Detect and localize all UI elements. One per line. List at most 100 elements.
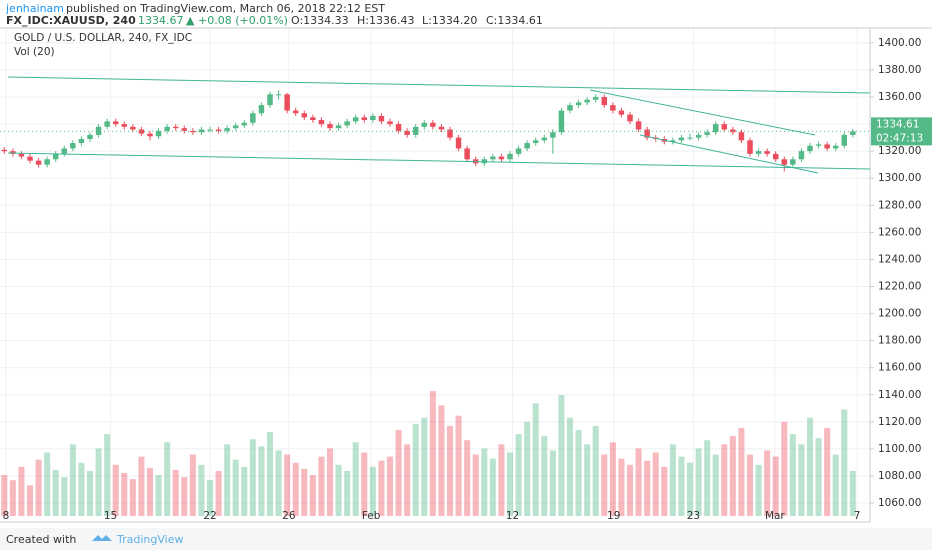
candle-body <box>284 94 290 111</box>
volume-bar <box>429 391 436 516</box>
candle-body <box>138 129 145 134</box>
volume-bar <box>387 456 393 516</box>
candle-body <box>412 126 419 135</box>
candle-body <box>198 129 205 133</box>
volume-bar <box>61 477 68 516</box>
candle-body <box>730 129 736 133</box>
candle-body <box>78 138 85 144</box>
candle-body <box>387 121 393 125</box>
volume-bar <box>249 439 256 516</box>
y-tick-label: 1220.00 <box>878 281 921 293</box>
candle-body <box>61 148 68 154</box>
volume-bar <box>764 450 771 516</box>
volume-bar <box>395 429 402 516</box>
candle-body <box>670 140 676 142</box>
volume-bar <box>378 460 385 516</box>
candle-body <box>164 126 170 131</box>
volume-bar <box>841 409 848 516</box>
volume-bar <box>129 479 136 516</box>
candle-body <box>87 134 93 139</box>
volume-bar <box>695 448 702 516</box>
volume-bar <box>232 459 239 516</box>
candle-body <box>10 151 16 154</box>
low: L:1334.20 <box>422 14 477 27</box>
volume-bar <box>69 444 76 516</box>
candle-body <box>121 124 128 127</box>
candle-body <box>584 99 590 103</box>
candle-body <box>27 156 33 161</box>
y-tick-label: 1160.00 <box>878 362 921 374</box>
symbol: FX_IDC:XAUUSD, 240 <box>6 14 136 27</box>
volume-bar <box>438 405 445 516</box>
candle-body <box>267 94 273 106</box>
volume-bar <box>798 444 805 516</box>
volume-bar <box>755 464 762 516</box>
volume-bar <box>284 454 291 516</box>
channel-bottom <box>7 152 871 170</box>
volume-bar <box>721 444 728 516</box>
candle-body <box>644 129 650 138</box>
candle-body <box>824 144 830 149</box>
candle-body <box>507 153 513 160</box>
logo <box>92 535 112 541</box>
open: O:1334.33 <box>291 14 349 27</box>
volume-bar <box>815 438 822 516</box>
volume-bar <box>669 444 676 516</box>
y-tick-label: 1200.00 <box>878 308 921 320</box>
arrow: ▲ <box>186 14 195 27</box>
candle-body <box>781 159 788 165</box>
volume-bar <box>772 456 779 516</box>
volume-bar <box>207 480 213 516</box>
candle-body <box>35 160 42 165</box>
author[interactable]: jenhainam <box>5 2 64 15</box>
wedge-top <box>589 89 816 136</box>
candle-body <box>610 105 616 111</box>
candle-body <box>112 121 119 125</box>
volume-bar <box>292 462 299 516</box>
candle-body <box>395 124 402 131</box>
candle-body <box>172 126 179 129</box>
candle-body <box>232 125 239 129</box>
y-tick-label: 1080.00 <box>878 470 921 482</box>
wedge-bottom <box>639 134 819 174</box>
volume-bar <box>121 472 128 516</box>
volume-bar <box>541 436 548 516</box>
last-price-box <box>871 117 932 146</box>
volume-bar <box>147 467 153 516</box>
candle-body <box>575 102 582 106</box>
y-tick-label: 1300.00 <box>878 172 921 184</box>
volume-bar <box>309 475 316 516</box>
candle-body <box>155 130 162 137</box>
plot <box>0 28 870 522</box>
candle-body <box>721 124 728 130</box>
volume-bar <box>155 475 162 516</box>
y-tick-label: 1320.00 <box>878 145 921 157</box>
y-tick-label: 1100.00 <box>878 443 921 455</box>
volume-bar <box>327 448 333 516</box>
volume-bar <box>164 442 171 516</box>
channel-top <box>7 76 871 94</box>
y-tick-label: 1400.00 <box>878 37 921 49</box>
y-tick-label: 1240.00 <box>878 253 921 265</box>
x-tick-label: 22 <box>203 510 216 522</box>
volume-bar <box>712 454 719 516</box>
candle-body <box>755 151 762 154</box>
candle-body <box>841 134 848 146</box>
candle-body <box>104 121 110 127</box>
volume-bar <box>652 452 659 516</box>
candle-body <box>695 134 702 138</box>
x-tick-label: 7 <box>854 510 861 522</box>
volume-bar <box>729 436 736 516</box>
candle-body <box>524 143 530 149</box>
volume-bar <box>9 480 16 516</box>
volume-bar <box>318 456 325 516</box>
volume-bar <box>549 450 556 516</box>
volume-bar <box>181 477 188 516</box>
candle-body <box>464 148 470 160</box>
footer-brand[interactable]: TradingView <box>116 533 183 546</box>
volume-bar <box>644 460 651 516</box>
volume-bar <box>241 466 248 516</box>
volume-bar <box>472 454 479 516</box>
last-price-label: 1334.61 <box>876 118 919 130</box>
volume-bar <box>747 454 753 516</box>
